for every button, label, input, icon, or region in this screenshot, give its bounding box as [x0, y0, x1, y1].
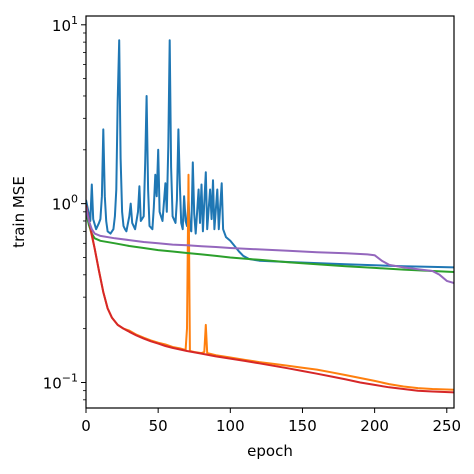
series-line-3 [86, 211, 454, 273]
y-axis-label: train MSE [10, 176, 28, 248]
x-tick-label: 0 [81, 417, 91, 435]
tick-layer: 0 50 100 150 200 250 10−1 100 101 [43, 14, 461, 435]
series-line-5 [86, 207, 454, 284]
x-tick-label: 50 [149, 417, 168, 435]
y-tick-label: 100 [52, 193, 78, 214]
y-tick-label: 101 [52, 14, 78, 35]
series-line-4 [86, 205, 454, 394]
y-tick-label: 10−1 [43, 371, 78, 392]
x-tick-label: 100 [216, 417, 245, 435]
series-line-1 [86, 39, 454, 269]
series-layer [86, 39, 454, 394]
plot-frame [85, 15, 455, 409]
x-tick-label: 250 [432, 417, 461, 435]
x-tick-label: 200 [360, 417, 389, 435]
x-axis-label: epoch [247, 442, 293, 460]
x-tick-label: 150 [288, 417, 317, 435]
